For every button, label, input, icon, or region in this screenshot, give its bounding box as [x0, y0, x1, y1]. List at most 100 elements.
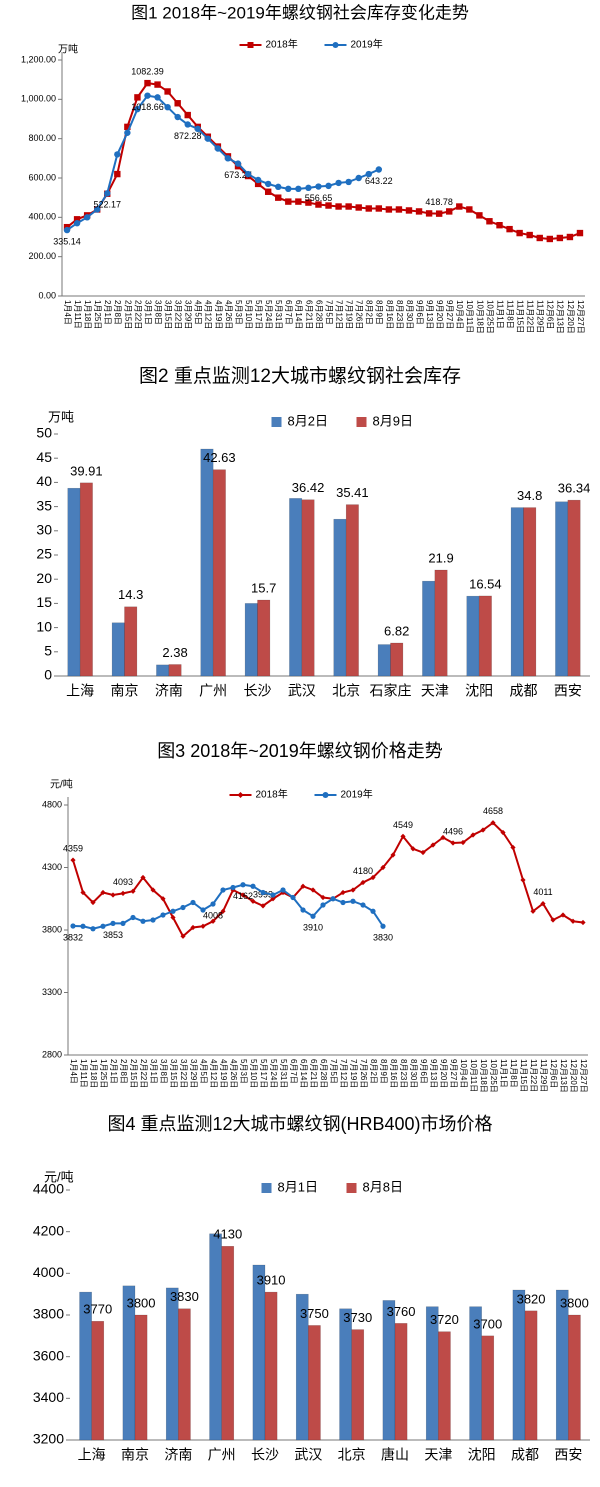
point — [160, 896, 166, 902]
bar — [67, 487, 81, 677]
point — [480, 827, 486, 833]
point — [395, 206, 403, 213]
point — [340, 889, 346, 896]
point — [516, 229, 523, 237]
data-label: 3770 — [83, 1302, 112, 1317]
point — [104, 190, 111, 197]
x-tick-label: 5月24日 — [264, 300, 273, 329]
bar — [333, 518, 347, 677]
point — [290, 894, 296, 901]
point — [360, 879, 366, 886]
x-tick-label: 沈阳 — [465, 683, 493, 699]
x-tick-label: 7月26日 — [359, 1059, 368, 1088]
bar — [434, 569, 448, 677]
x-tick-label: 西安 — [554, 1447, 582, 1463]
data-label: 643.22 — [365, 176, 393, 186]
y-tick-label: 20 — [36, 570, 52, 586]
point — [70, 923, 76, 929]
point — [170, 914, 176, 921]
x-tick-label: 8月23日 — [395, 300, 404, 329]
bar — [168, 664, 182, 677]
bar — [555, 501, 569, 677]
bar — [394, 1323, 408, 1441]
x-tick-label: 7月12日 — [334, 300, 343, 329]
data-label: 3800 — [560, 1295, 589, 1310]
x-tick-label: 唐山 — [381, 1447, 409, 1463]
data-label: 6.82 — [384, 623, 409, 638]
data-label: 14.3 — [118, 587, 143, 602]
point — [285, 198, 292, 205]
y-tick-label: 4200 — [33, 1222, 64, 1238]
point — [260, 903, 266, 909]
x-tick-label: 7月26日 — [355, 300, 364, 329]
y-tick-label: 30 — [36, 522, 52, 538]
x-tick-label: 3月22日 — [174, 300, 183, 329]
x-tick-label: 5月10日 — [244, 300, 253, 329]
data-label: 3800 — [127, 1295, 156, 1310]
point — [260, 889, 266, 896]
bar — [244, 603, 258, 677]
x-tick-label: 12月20日 — [566, 300, 575, 334]
point — [536, 234, 543, 242]
bar — [510, 507, 524, 677]
data-label: 4658 — [483, 806, 503, 816]
series-line — [72, 821, 584, 938]
x-tick-label: 1月25日 — [93, 300, 102, 329]
chart-title: 图1 2018年~2019年螺纹钢社会库存变化走势 — [131, 3, 469, 22]
bar — [165, 1287, 179, 1441]
point — [335, 179, 342, 187]
x-tick-label: 11月15日 — [519, 1059, 528, 1092]
x-tick-label: 3月15日 — [163, 300, 172, 329]
data-label: 1082.39 — [131, 67, 164, 77]
point — [420, 849, 426, 856]
data-label: 4162 — [233, 891, 253, 901]
x-tick-label: 2月22日 — [139, 1059, 148, 1088]
data-label: 35.41 — [336, 485, 369, 500]
x-tick-label: 4月19日 — [214, 300, 223, 329]
point — [73, 216, 81, 223]
point — [320, 902, 326, 908]
x-tick-label: 2月1日 — [103, 300, 112, 325]
data-label: 3750 — [300, 1306, 329, 1321]
x-tick-label: 1月11日 — [73, 300, 82, 329]
y-tick-label: 3400 — [33, 1389, 64, 1405]
point — [486, 218, 493, 225]
data-label: 4093 — [113, 877, 133, 887]
point — [560, 912, 566, 918]
y-tick-label: 0.00 — [38, 290, 56, 300]
point — [220, 887, 226, 893]
x-tick-label: 广州 — [208, 1447, 236, 1463]
series-line — [66, 94, 380, 231]
point — [300, 883, 306, 889]
x-tick-label: 12月6日 — [546, 300, 555, 329]
bar — [390, 642, 404, 677]
point — [540, 901, 546, 907]
x-tick-label: 6月14日 — [299, 1059, 308, 1088]
y-tick-label: 35 — [36, 497, 52, 513]
point — [315, 183, 322, 190]
point — [180, 933, 186, 939]
data-label: 3820 — [517, 1291, 546, 1306]
point — [63, 226, 71, 234]
x-tick-label: 3月1日 — [149, 1059, 158, 1084]
y-unit: 万吨 — [58, 43, 78, 56]
point — [214, 145, 222, 152]
data-label: 2.38 — [162, 645, 187, 660]
data-label: 15.7 — [251, 580, 276, 595]
data-label: 335.14 — [53, 236, 81, 246]
x-tick-label: 4月26日 — [224, 300, 233, 329]
point — [520, 877, 526, 883]
x-tick-label: 6月21日 — [309, 1059, 318, 1088]
x-tick-label: 成都 — [510, 683, 538, 699]
point — [496, 222, 503, 229]
bar — [308, 1325, 321, 1441]
point — [230, 884, 236, 891]
x-tick-label: 5月17日 — [254, 300, 263, 329]
point — [250, 898, 256, 904]
x-tick-label: 11月22日 — [526, 300, 535, 333]
bar — [478, 595, 492, 677]
point — [410, 846, 416, 852]
point — [144, 92, 151, 99]
x-tick-label: 11月1日 — [499, 1059, 508, 1088]
point — [100, 889, 106, 896]
